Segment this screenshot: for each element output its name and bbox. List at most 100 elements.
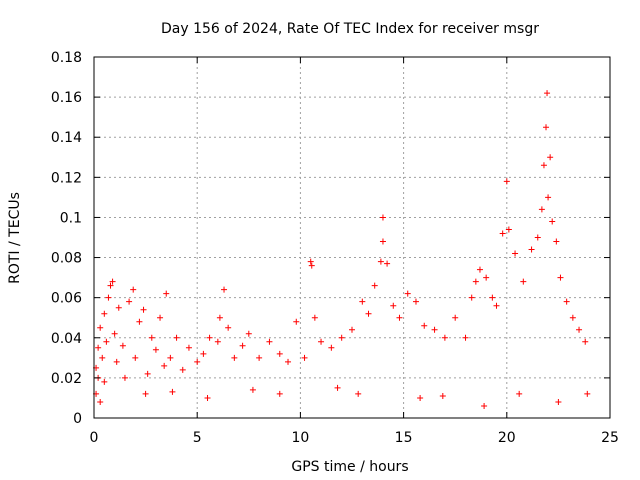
data-point <box>584 390 591 397</box>
data-point <box>569 314 576 321</box>
data-point <box>390 302 397 309</box>
data-point <box>503 178 510 185</box>
data-point <box>371 282 378 289</box>
data-point <box>179 366 186 373</box>
grid-lines <box>94 57 610 418</box>
data-point <box>489 294 496 301</box>
data-point <box>384 260 391 267</box>
data-point <box>311 314 318 321</box>
data-point <box>140 306 147 313</box>
data-point <box>113 358 120 365</box>
data-point <box>132 354 139 361</box>
y-tick-label: 0.02 <box>51 371 82 387</box>
x-tick-label: 0 <box>90 430 99 446</box>
data-point <box>516 390 523 397</box>
data-point <box>144 370 151 377</box>
data-point <box>557 274 564 281</box>
data-point <box>214 338 221 345</box>
data-point <box>540 162 547 169</box>
y-tick-label: 0.06 <box>51 291 82 307</box>
data-point <box>472 278 479 285</box>
data-point <box>365 310 372 317</box>
data-point <box>547 154 554 161</box>
data-point <box>152 346 159 353</box>
data-point <box>239 342 246 349</box>
data-point <box>468 294 475 301</box>
data-point <box>505 226 512 233</box>
data-point <box>545 194 552 201</box>
data-point <box>441 334 448 341</box>
data-point <box>204 394 211 401</box>
data-point <box>396 314 403 321</box>
plot-frame <box>93 56 611 419</box>
data-point <box>379 214 386 221</box>
data-point <box>452 314 459 321</box>
data-point <box>538 206 545 213</box>
data-point <box>97 398 104 405</box>
data-point <box>121 374 128 381</box>
data-point <box>101 378 108 385</box>
data-point <box>483 274 490 281</box>
data-point <box>328 344 335 351</box>
data-point <box>520 278 527 285</box>
data-point <box>553 238 560 245</box>
y-tick-labels: 0 0.02 0.04 0.06 0.08 0.1 0.12 0.14 0.16 0.18 <box>51 50 82 427</box>
data-point <box>97 324 104 331</box>
data-point <box>377 258 384 265</box>
data-point <box>167 354 174 361</box>
data-point <box>476 266 483 273</box>
x-axis-label: GPS time / hours <box>291 459 408 475</box>
data-point <box>221 286 228 293</box>
data-point <box>206 334 213 341</box>
data-point <box>103 338 110 345</box>
data-point <box>462 334 469 341</box>
data-point <box>379 238 386 245</box>
data-point <box>481 402 488 409</box>
data-point <box>499 230 506 237</box>
y-tick-label: 0.1 <box>60 210 82 226</box>
data-point <box>318 338 325 345</box>
x-tick-labels: 0 5 10 15 20 25 <box>90 430 619 446</box>
data-point <box>431 326 438 333</box>
y-tick-label: 0.12 <box>51 170 82 186</box>
data-points <box>93 90 591 409</box>
chart-title: Day 156 of 2024, Rate Of TEC Index for r… <box>161 21 539 37</box>
data-point <box>200 350 207 357</box>
data-point <box>126 298 133 305</box>
data-point <box>421 322 428 329</box>
data-point <box>142 390 149 397</box>
data-point <box>231 354 238 361</box>
data-point <box>293 318 300 325</box>
data-point <box>119 342 126 349</box>
y-tick-label: 0.08 <box>51 251 82 267</box>
data-point <box>338 334 345 341</box>
axis-ticks <box>93 56 611 419</box>
data-point <box>544 90 551 97</box>
data-point <box>115 304 122 311</box>
data-point <box>95 344 102 351</box>
data-point <box>130 286 137 293</box>
data-point <box>308 262 315 269</box>
x-tick-label: 25 <box>601 430 619 446</box>
data-point <box>161 362 168 369</box>
data-point <box>528 246 535 253</box>
data-point <box>111 330 118 337</box>
data-point <box>534 234 541 241</box>
x-tick-label: 15 <box>395 430 413 446</box>
data-point <box>359 298 366 305</box>
data-point <box>412 298 419 305</box>
data-point <box>249 386 256 393</box>
y-tick-label: 0.14 <box>51 130 82 146</box>
y-tick-label: 0.18 <box>51 50 82 66</box>
data-point <box>148 334 155 341</box>
data-point <box>256 354 263 361</box>
data-point <box>417 394 424 401</box>
data-point <box>276 350 283 357</box>
y-tick-label: 0.04 <box>51 331 82 347</box>
data-point <box>169 388 176 395</box>
data-point <box>99 354 106 361</box>
data-point <box>439 392 446 399</box>
data-point <box>582 338 589 345</box>
data-point <box>285 358 292 365</box>
